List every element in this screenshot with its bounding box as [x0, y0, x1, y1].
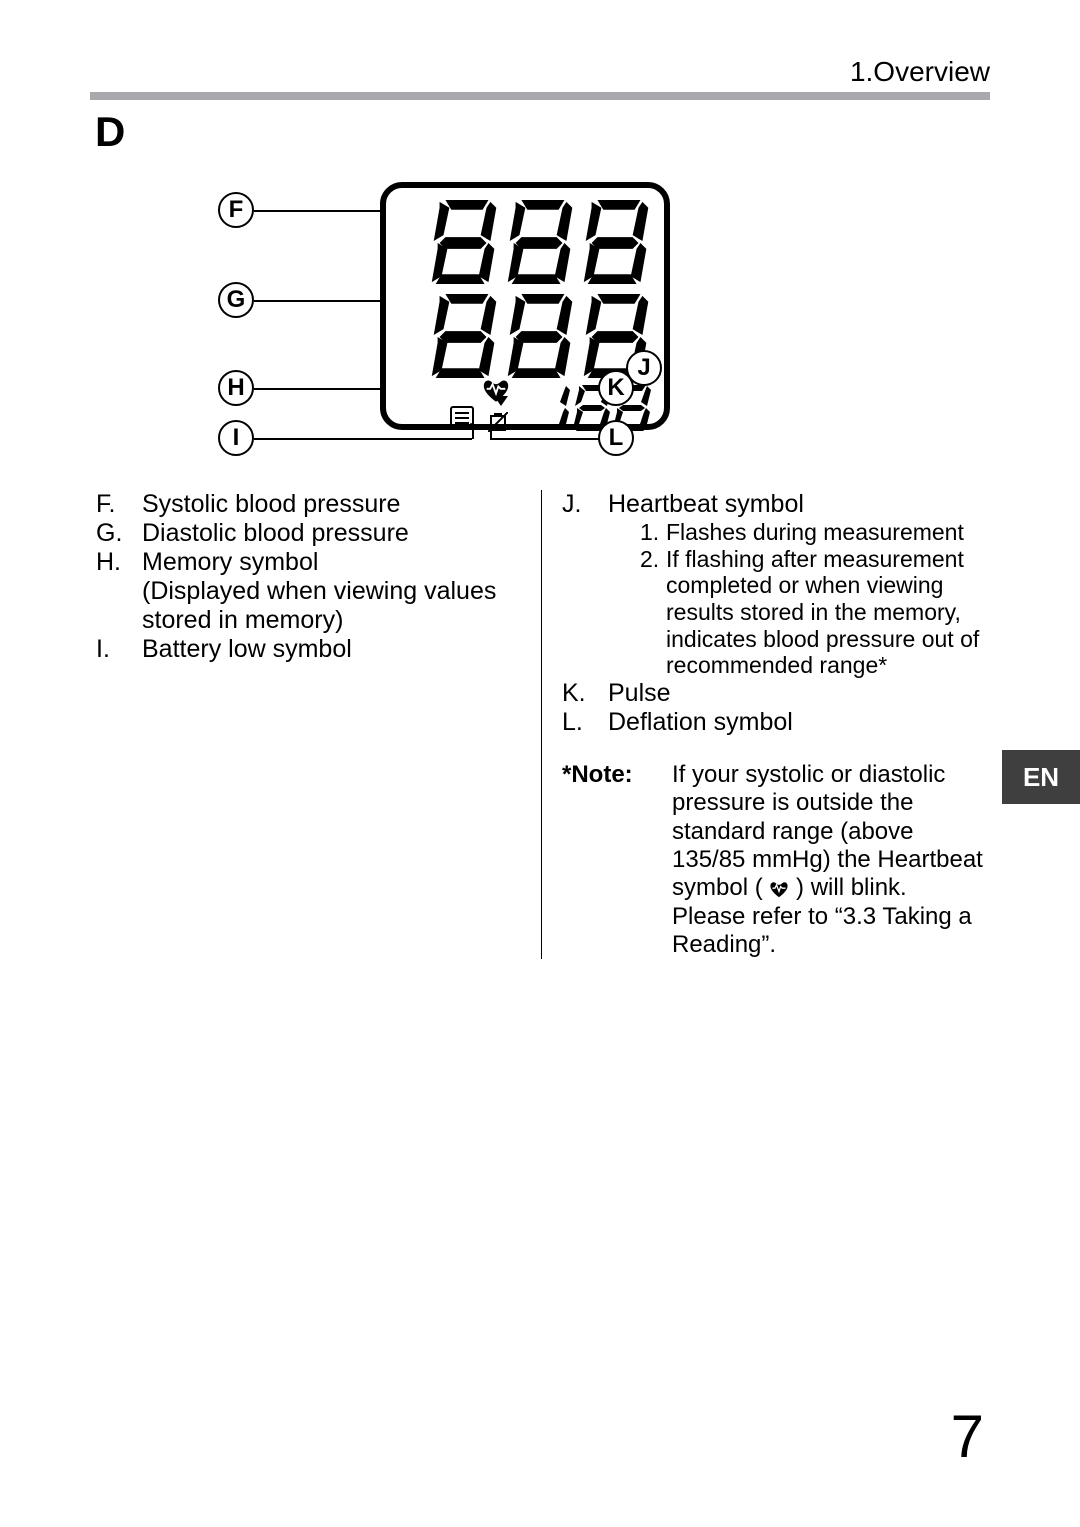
footnote-text: If your systolic or diastolic pressure i…	[672, 761, 986, 959]
legend-subtext: (Displayed when viewing values stored in…	[96, 577, 517, 635]
callout-line	[254, 300, 384, 302]
legend-right-column: J. Heartbeat symbol 1. Flashes during me…	[541, 490, 986, 959]
chapter-title: 1.Overview	[850, 56, 990, 88]
digit-icon	[430, 292, 500, 380]
callout-L-label: L	[609, 424, 624, 452]
callout-G-label: G	[227, 286, 246, 314]
digit-icon	[582, 198, 652, 286]
legend-item-K: K. Pulse	[562, 679, 986, 708]
header-rule	[90, 92, 990, 100]
legend-letter: F.	[96, 490, 142, 519]
systolic-row	[386, 198, 664, 286]
legend-text: Pulse	[608, 679, 986, 708]
legend-sub-2: 2. If flashing after measurement complet…	[640, 546, 986, 679]
legend-letter: I.	[96, 635, 142, 664]
callout-G: G	[218, 282, 254, 318]
lcd-diagram: F G H I J K L	[90, 170, 990, 470]
callout-I: I	[218, 420, 254, 456]
page-number: 7	[951, 1402, 984, 1471]
legend-sub-text: Flashes during measurement	[666, 519, 986, 546]
callout-line	[254, 438, 472, 440]
diastolic-row	[386, 292, 664, 380]
callout-K: K	[598, 370, 634, 406]
legend-item-H: H. Memory symbol	[96, 548, 517, 577]
callout-line	[490, 438, 600, 440]
battery-low-icon	[488, 412, 508, 432]
legend-sub-1: 1. Flashes during measurement	[640, 519, 986, 546]
legend-letter: G.	[96, 519, 142, 548]
language-tab: EN	[1002, 750, 1080, 804]
legend-item-J: J. Heartbeat symbol	[562, 490, 986, 519]
callout-I-label: I	[233, 424, 240, 452]
legend-item-I: I. Battery low symbol	[96, 635, 517, 664]
callout-F-label: F	[229, 196, 244, 224]
legend-item-F: F. Systolic blood pressure	[96, 490, 517, 519]
legend-left-column: F. Systolic blood pressure G. Diastolic …	[96, 490, 541, 959]
memory-icon	[450, 406, 480, 430]
callout-F: F	[218, 192, 254, 228]
callout-J-label: J	[637, 354, 650, 382]
legend-text: Memory symbol	[142, 548, 517, 577]
legend-sub-number: 2.	[640, 546, 666, 679]
legend-item-G: G. Diastolic blood pressure	[96, 519, 517, 548]
callout-line	[254, 210, 384, 212]
callout-H: H	[218, 370, 254, 406]
page-header: 1.Overview	[90, 56, 990, 100]
digit-icon	[556, 384, 572, 432]
legend-text: Heartbeat symbol	[608, 490, 986, 519]
legend-text: Battery low symbol	[142, 635, 517, 664]
footnote-label: *Note:	[562, 761, 672, 959]
legend-sub-number: 1.	[640, 519, 666, 546]
callout-H-label: H	[227, 374, 244, 402]
language-tab-label: EN	[1023, 762, 1059, 793]
legend-item-L: L. Deflation symbol	[562, 708, 986, 737]
digit-icon	[506, 198, 576, 286]
footnote: *Note: If your systolic or diastolic pre…	[562, 761, 986, 959]
legend-sub-text: If flashing after measurement completed …	[666, 546, 986, 679]
legend-text: Deflation symbol	[608, 708, 986, 737]
deflation-icon	[494, 396, 508, 406]
legend-letter: K.	[562, 679, 608, 708]
section-letter: D	[95, 108, 125, 156]
legend-letter: H.	[96, 548, 142, 577]
callout-L: L	[598, 420, 634, 456]
digit-icon	[506, 292, 576, 380]
legend-text: Diastolic blood pressure	[142, 519, 517, 548]
legend-J-sublist: 1. Flashes during measurement 2. If flas…	[562, 519, 986, 679]
legend-columns: F. Systolic blood pressure G. Diastolic …	[96, 490, 986, 959]
legend-letter: J.	[562, 490, 608, 519]
legend-text: Systolic blood pressure	[142, 490, 517, 519]
legend-letter: L.	[562, 708, 608, 737]
callout-K-label: K	[607, 374, 624, 402]
digit-icon	[430, 198, 500, 286]
heartbeat-icon	[769, 880, 789, 898]
